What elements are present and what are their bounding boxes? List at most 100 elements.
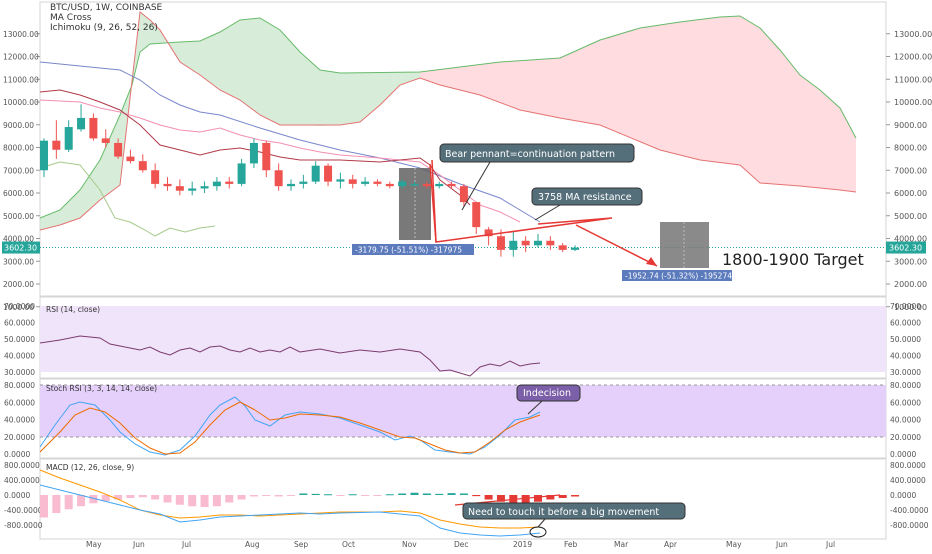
time-label: Jun (775, 540, 788, 549)
callout-box-ma (531, 187, 643, 206)
candle-up (40, 140, 48, 171)
candle-down (151, 170, 160, 184)
macd-tick-label-left: 400.0000 (4, 476, 40, 485)
last-price-badge (886, 241, 926, 254)
candle-down (472, 202, 481, 228)
macd-touch-circle (529, 526, 547, 538)
macd-signal-line (39, 469, 541, 529)
time-label: Oct (342, 540, 355, 549)
macd-histogram-bar (52, 495, 61, 513)
candle-down (484, 229, 493, 237)
candle-down (422, 183, 431, 187)
price-tick-label: 13000.00 (894, 30, 932, 39)
stoch-tick-label-left: 0.0000 (4, 450, 30, 459)
measure-label-box-2 (622, 270, 732, 281)
time-label: May (86, 540, 102, 549)
study-ichimoku[interactable]: Ichimoku (9, 26, 52, 26) (50, 23, 158, 33)
candle-up (249, 142, 258, 164)
price-tick-label-left: 13000.00 (3, 30, 39, 39)
candle-down (274, 170, 283, 187)
ichimoku-cloud-green (40, 12, 420, 230)
rsi-tick-label-left: 30.0000 (4, 368, 35, 377)
kijun-line (39, 89, 471, 206)
callout-box-macd (462, 502, 686, 520)
candle-down (496, 236, 505, 250)
price-tick-label-left: 10000.00 (3, 98, 39, 107)
macd-tick-label-left: 800.0000 (4, 461, 40, 470)
candle-up (212, 181, 221, 187)
price-tick-label-left: 12000.00 (3, 53, 39, 62)
macd-histogram-bar (496, 495, 505, 502)
last-price-badge-left (2, 241, 40, 254)
candle-down (546, 240, 555, 246)
macd-histogram-bar (311, 493, 320, 495)
candle-down (52, 140, 61, 150)
rsi-tick-label-left: 60.0000 (4, 319, 35, 328)
macd-histogram-bar (398, 493, 407, 495)
candle-down (138, 161, 147, 171)
price-tick-label-left: 11000.00 (3, 75, 39, 84)
price-tick-label-left: 9000.00 (3, 121, 34, 130)
macd-histogram-bar (447, 493, 456, 495)
macd-histogram-bar (287, 495, 295, 496)
candle-up (435, 183, 444, 187)
time-label: Feb (564, 540, 578, 549)
candle-down (262, 142, 271, 171)
last-price-text: 3602.30 (889, 244, 922, 253)
candle-up (336, 179, 345, 182)
macd-tick-label: 800.0000 (890, 461, 926, 470)
price-tick-label-left: 6000.00 (3, 189, 34, 198)
macd-histogram-bar (40, 495, 48, 518)
callout-box-indecision (516, 384, 581, 402)
price-tick-label: 4000.00 (894, 235, 927, 244)
callout-text-macd: Need to touch it before a big movement (468, 507, 659, 518)
macd-histogram-bar (521, 495, 530, 504)
candle-down (89, 117, 98, 139)
macd-tick-label-left: -400.0000 (4, 506, 43, 515)
chart-legend: BTC/USD, 1W, COINBASE MA Cross Ichimoku … (50, 3, 162, 33)
macd-title: MACD (12, 26, close, 9) (46, 463, 134, 472)
time-label: Jun (132, 540, 145, 549)
price-tick-label: 3000.00 (894, 257, 927, 266)
candle-up (534, 240, 542, 246)
price-tick-label-left: 8000.00 (3, 144, 34, 153)
macd-tick-label-left: -800.0000 (4, 521, 43, 530)
macd-histogram-bar (373, 495, 382, 496)
price-tick-label-left: 5000.00 (3, 212, 34, 221)
price-tick-label: 5000.00 (894, 212, 927, 221)
callout-text-indecision: Indecision (523, 388, 571, 399)
candle-up (64, 127, 73, 150)
macd-histogram-bar (225, 495, 234, 503)
candle-up (237, 163, 246, 184)
macd-histogram-bar (422, 493, 431, 495)
rsi-tick-label: 70.0000 (890, 302, 921, 311)
macd-histogram-bar (89, 495, 98, 504)
callout-box-bear-pennant (439, 143, 635, 163)
price-tick-label: 10000.00 (894, 98, 932, 107)
stoch-tick-label-left: 60.0000 (4, 398, 35, 407)
price-tick-label: 7000.00 (894, 166, 927, 175)
last-price-text-left: 3602.30 (4, 244, 37, 253)
macd-line (39, 484, 541, 537)
macd-histogram-bar (64, 495, 73, 510)
rsi-tick-label: 40.0000 (890, 352, 921, 361)
candle-down (175, 186, 184, 191)
macd-histogram-bar (237, 495, 246, 500)
candle-down (101, 138, 110, 143)
stoch-tick-label-left: 80.0000 (4, 381, 35, 390)
price-tick-label-left: 1000.00 (3, 303, 34, 312)
chikou-line (39, 161, 216, 237)
macd-histogram-bar (336, 495, 345, 496)
candle-up (410, 183, 419, 186)
macd-histogram-bar (546, 495, 555, 500)
macd-histogram-bar (324, 494, 333, 496)
rsi-band (40, 306, 886, 372)
macd-histogram-bar (299, 493, 308, 495)
macd-histogram-bar (101, 495, 110, 501)
price-tick-label-left: 3000.00 (3, 257, 34, 266)
candle-up (571, 247, 580, 250)
study-ma-cross[interactable]: MA Cross (50, 13, 92, 23)
macd-histogram-bar (472, 495, 481, 497)
rsi-tick-label-left: 40.0000 (4, 352, 35, 361)
